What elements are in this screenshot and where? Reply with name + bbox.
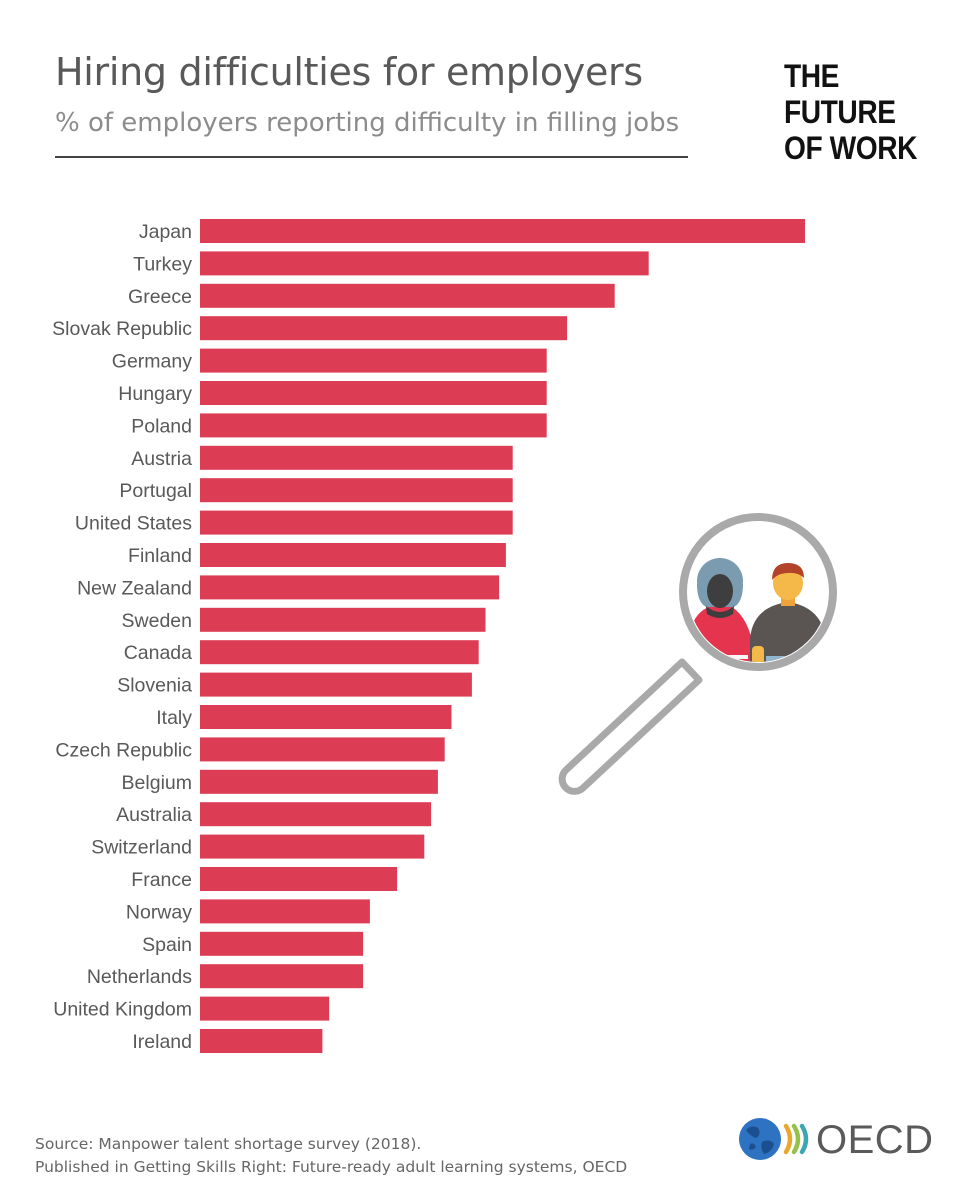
category-label: Canada xyxy=(124,642,192,664)
bar-hungary xyxy=(200,381,547,405)
category-label: Norway xyxy=(126,901,192,923)
bar-japan xyxy=(200,219,805,243)
category-label: France xyxy=(131,869,192,891)
bar-finland xyxy=(200,543,506,567)
title-divider xyxy=(55,156,688,158)
bars-group: Japan Turkey Greece Slovak Republic Germany H… xyxy=(52,219,805,1053)
bar-france xyxy=(200,867,398,891)
bar-chart: Japan Turkey Greece Slovak Republic Germany H… xyxy=(52,219,837,1053)
category-label: Turkey xyxy=(133,253,192,275)
bar-australia xyxy=(200,802,432,827)
brand-line-1: THE xyxy=(784,58,839,94)
source-note: Source: Manpower talent shortage survey … xyxy=(35,1133,627,1179)
bar-italy xyxy=(200,705,452,729)
chart-subtitle: % of employers reporting difficulty in f… xyxy=(55,108,680,138)
brand-line-2: FUTURE xyxy=(784,94,896,130)
bar-canada xyxy=(200,640,479,665)
brand-line-3: OF WORK xyxy=(784,130,918,166)
future-of-work-brand: THE FUTURE OF WORK xyxy=(784,58,917,166)
bar-netherlands xyxy=(200,964,364,989)
bar-sweden xyxy=(200,607,486,632)
category-label: Australia xyxy=(116,804,192,826)
oecd-logo-text: OECD xyxy=(816,1118,934,1162)
chart-title: Hiring difficulties for employers xyxy=(55,50,643,94)
category-label: Germany xyxy=(112,351,192,373)
bar-norway xyxy=(200,899,370,924)
bar-turkey xyxy=(200,251,649,276)
category-label: Switzerland xyxy=(91,837,192,859)
category-label: Austria xyxy=(131,448,192,470)
category-label: Czech Republic xyxy=(55,739,192,761)
bar-portugal xyxy=(200,478,513,503)
category-label: Slovenia xyxy=(117,675,192,697)
publication-line: Published in Getting Skills Right: Futur… xyxy=(35,1158,628,1176)
bar-spain xyxy=(200,931,364,956)
bar-slovenia xyxy=(200,672,472,697)
category-label: Ireland xyxy=(132,1031,192,1053)
oecd-globe-icon xyxy=(739,1118,809,1160)
category-label: Sweden xyxy=(122,610,192,632)
bar-slovak-republic xyxy=(200,316,568,341)
source-line: Source: Manpower talent shortage survey … xyxy=(35,1135,422,1153)
category-label: New Zealand xyxy=(77,577,192,599)
category-label: Hungary xyxy=(118,383,192,405)
category-label: United Kingdom xyxy=(53,999,192,1021)
category-label: Japan xyxy=(139,221,192,243)
category-label: Belgium xyxy=(122,772,192,794)
category-label: Finland xyxy=(128,545,192,567)
bar-austria xyxy=(200,445,513,470)
bar-greece xyxy=(200,283,615,308)
bar-poland xyxy=(200,413,547,438)
magnifier-people-icon xyxy=(558,513,837,795)
bar-new-zealand xyxy=(200,575,500,600)
category-label: Slovak Republic xyxy=(52,318,192,340)
bar-switzerland xyxy=(200,834,425,859)
bar-united-kingdom xyxy=(200,996,330,1021)
category-label: Poland xyxy=(131,415,192,437)
category-label: Greece xyxy=(128,286,192,308)
bar-germany xyxy=(200,348,547,373)
bar-czech-republic xyxy=(200,737,445,762)
category-label: Portugal xyxy=(119,480,192,502)
bar-ireland xyxy=(200,1029,323,1053)
bar-united-states xyxy=(200,510,513,535)
category-label: Spain xyxy=(142,934,192,956)
category-label: United States xyxy=(75,513,192,535)
category-label: Italy xyxy=(156,707,192,729)
category-label: Netherlands xyxy=(87,966,192,988)
bar-belgium xyxy=(200,769,438,794)
